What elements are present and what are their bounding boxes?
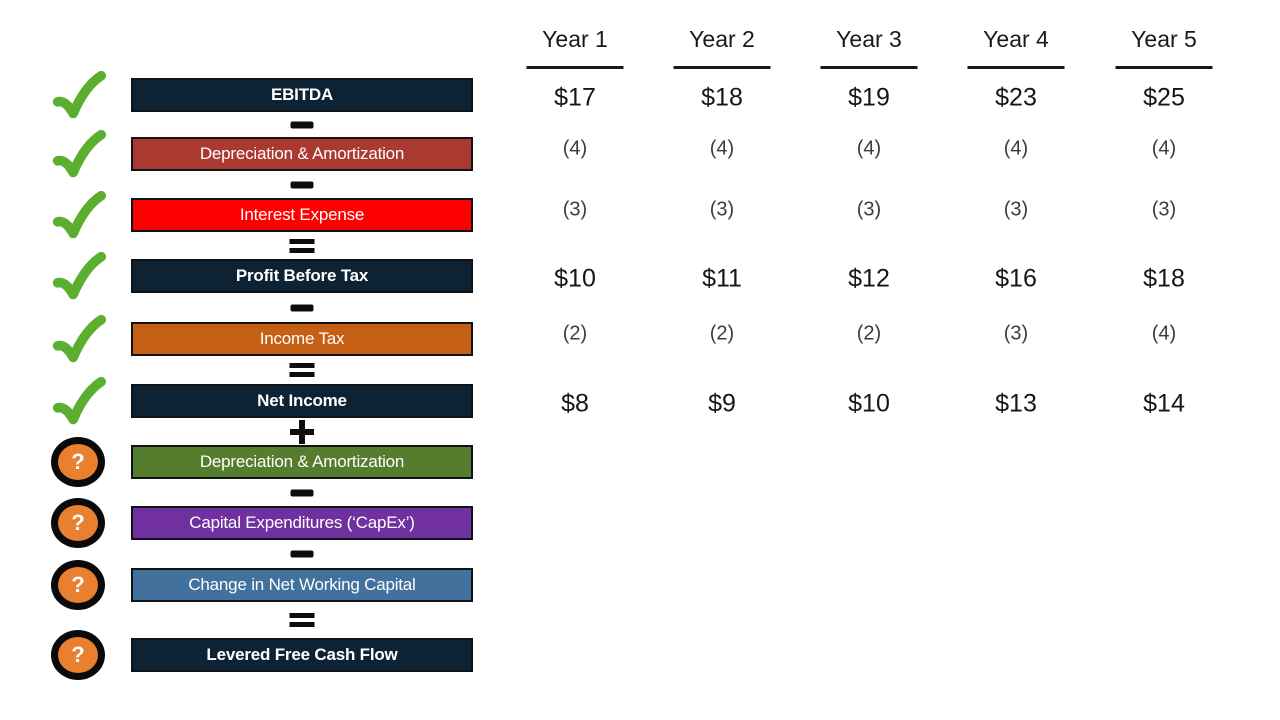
bar-label: Income Tax: [259, 329, 345, 348]
value-cell: $14: [1143, 389, 1185, 418]
value-cell: (4): [1003, 137, 1029, 160]
bar-ebitda: EBITDA: [131, 78, 473, 112]
bar-label: Change in Net Working Capital: [188, 575, 416, 594]
minus-shape: [290, 550, 314, 558]
question-glyph: ?: [71, 572, 85, 597]
value-cell: (4): [1151, 137, 1177, 160]
value-cell: $9: [708, 389, 736, 418]
value-cell: $23: [995, 83, 1037, 112]
bar-depreciation-amortization: Depreciation & Amortization: [131, 137, 473, 171]
value-cell: $11: [702, 264, 742, 293]
minus-shape: [290, 181, 314, 188]
year-header: Year 4: [983, 26, 1049, 52]
minus-shape: [290, 304, 314, 311]
bar-label: EBITDA: [270, 85, 334, 104]
bar-interest-expense: Interest Expense: [131, 198, 473, 232]
operator-equals-icon: [289, 613, 315, 627]
check-icon: [49, 312, 107, 370]
operator-minus-icon: [290, 121, 314, 128]
value-cell: $18: [1143, 264, 1185, 293]
question-icon: ?: [51, 630, 105, 680]
question-icon-circle: ?: [51, 437, 105, 487]
question-glyph: ?: [71, 642, 85, 667]
bar-label: Capital Expenditures (‘CapEx’): [189, 513, 415, 532]
year-header-rule: [526, 66, 624, 69]
year-header-rule: [967, 66, 1065, 69]
bar-label: Interest Expense: [239, 205, 365, 224]
operator-minus-icon: [290, 489, 314, 496]
operator-equals-icon: [289, 238, 315, 253]
value-cell: (3): [1003, 198, 1029, 221]
year-header: Year 3: [836, 26, 902, 52]
value-cell: $10: [848, 389, 890, 418]
value-cell: (4): [856, 137, 882, 160]
value-cell: (3): [1003, 322, 1029, 345]
bar-label: Net Income: [257, 391, 347, 410]
value-cell: $8: [561, 389, 589, 418]
value-cell: $19: [848, 83, 890, 112]
check-icon: [49, 188, 107, 246]
bar-capital-expenditures-capex: Capital Expenditures (‘CapEx’): [131, 506, 473, 540]
check-icon: [49, 249, 107, 307]
question-icon: ?: [51, 437, 105, 487]
year-header: Year 2: [689, 26, 755, 52]
value-cell: $17: [554, 83, 596, 112]
bar-change-in-net-working-capital: Change in Net Working Capital: [131, 568, 473, 602]
operator-plus-icon: [290, 419, 314, 444]
value-cell: $10: [554, 264, 596, 293]
value-cell: (3): [562, 198, 588, 221]
question-icon: ?: [51, 560, 105, 610]
operator-equals-icon: [289, 363, 315, 377]
equals-shape: [289, 613, 315, 627]
year-header-rule: [1115, 66, 1213, 69]
value-cell: $16: [995, 264, 1037, 293]
value-cell: (2): [709, 322, 735, 345]
value-cell: $13: [995, 389, 1037, 418]
equals-shape: [289, 238, 315, 253]
minus-shape: [290, 121, 314, 128]
check-icon: [49, 127, 107, 185]
year-header: Year 1: [542, 26, 608, 52]
equals-shape: [289, 363, 315, 377]
question-glyph: ?: [71, 510, 85, 535]
minus-shape: [290, 489, 314, 496]
question-icon: ?: [51, 498, 105, 548]
value-cell: (4): [1151, 322, 1177, 345]
question-glyph: ?: [71, 449, 85, 474]
year-header-rule: [673, 66, 771, 69]
bar-label: Depreciation & Amortization: [199, 144, 405, 163]
bar-label: Profit Before Tax: [235, 266, 369, 285]
bar-levered-free-cash-flow: Levered Free Cash Flow: [131, 638, 473, 672]
value-cell: (3): [856, 198, 882, 221]
check-icon: [49, 68, 107, 126]
year-header-rule: [820, 66, 918, 69]
question-icon-circle: ?: [51, 560, 105, 610]
operator-minus-icon: [290, 304, 314, 311]
bar-net-income: Net Income: [131, 384, 473, 418]
value-cell: (3): [1151, 198, 1177, 221]
value-cell: (4): [709, 137, 735, 160]
value-cell: $12: [848, 264, 890, 293]
bar-depreciation-amortization: Depreciation & Amortization: [131, 445, 473, 479]
plus-shape: [290, 419, 314, 444]
bar-profit-before-tax: Profit Before Tax: [131, 259, 473, 293]
operator-minus-icon: [290, 181, 314, 188]
operator-minus-icon: [290, 550, 314, 558]
check-icon: [49, 374, 107, 432]
question-icon-circle: ?: [51, 498, 105, 548]
value-cell: (2): [562, 322, 588, 345]
value-cell: (3): [709, 198, 735, 221]
value-cell: (2): [856, 322, 882, 345]
value-cell: (4): [562, 137, 588, 160]
bar-label: Depreciation & Amortization: [199, 452, 405, 471]
bar-label: Levered Free Cash Flow: [206, 645, 398, 664]
year-header: Year 5: [1131, 26, 1197, 52]
question-icon-circle: ?: [51, 630, 105, 680]
value-cell: $25: [1143, 83, 1185, 112]
value-cell: $18: [701, 83, 743, 112]
bar-income-tax: Income Tax: [131, 322, 473, 356]
